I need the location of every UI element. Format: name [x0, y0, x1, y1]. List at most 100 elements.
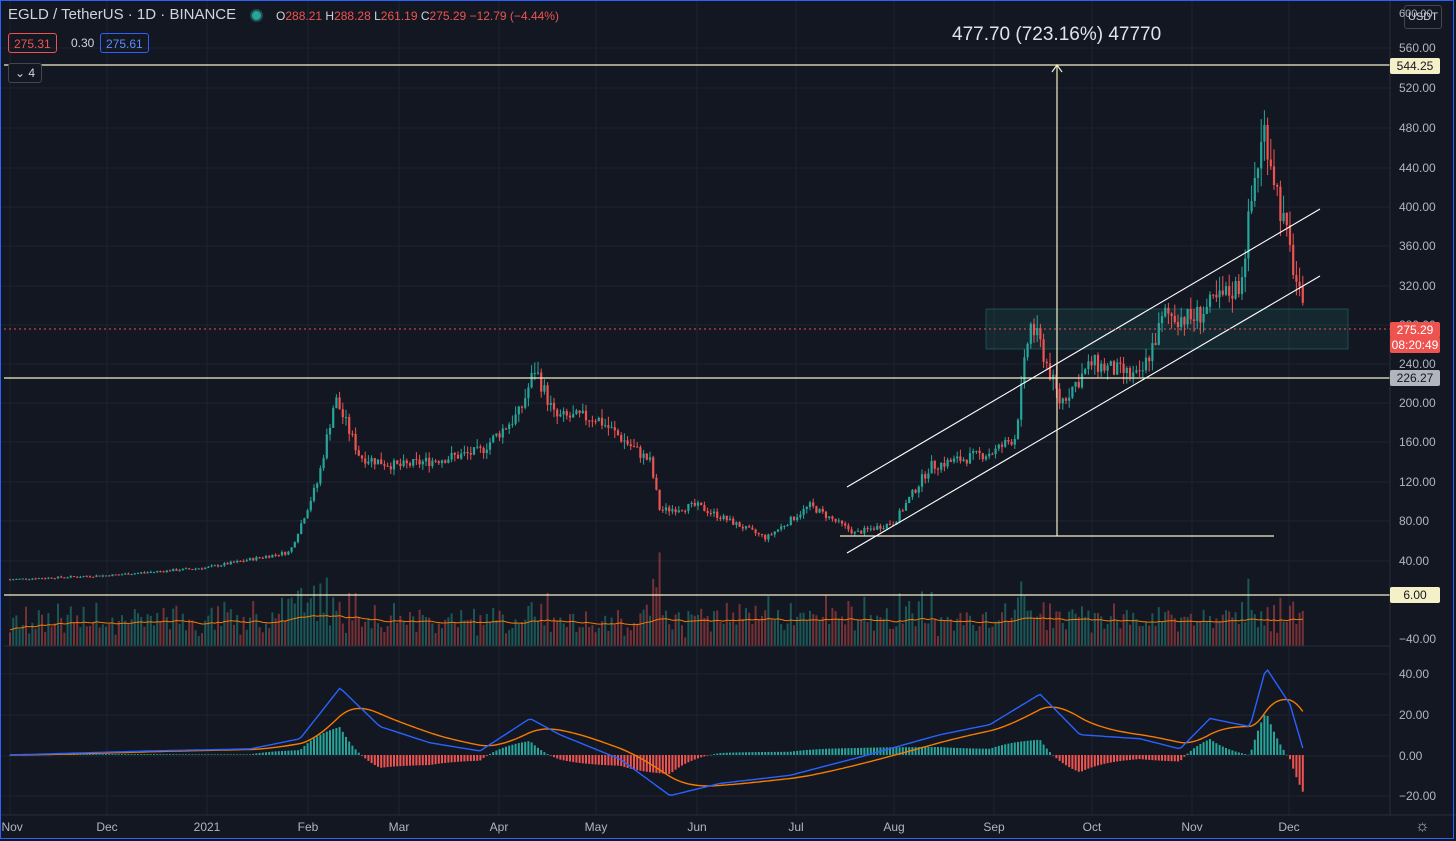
candle-body [357, 450, 360, 456]
time-tick: Nov [1181, 820, 1203, 834]
currency-button[interactable]: USDT [1404, 5, 1442, 29]
volume-bar [21, 624, 24, 646]
volume-bar [1106, 623, 1109, 646]
candle-body [354, 433, 357, 451]
settings-gear-icon[interactable]: ☼ [1415, 818, 1430, 835]
macd-hist-bar [588, 755, 591, 764]
macd-hist-bar [1292, 755, 1295, 769]
candle-body [136, 572, 140, 574]
macd-hist-bar [975, 748, 978, 755]
candle-body [191, 569, 194, 571]
buy-price-button[interactable]: 275.61 [100, 33, 149, 53]
volume-bar [1154, 625, 1157, 646]
candle-body [716, 511, 719, 518]
macd-hist-bar [210, 754, 213, 755]
volume-bar [828, 624, 831, 646]
volume-bar [1231, 617, 1234, 646]
symbol-label[interactable]: EGLD / TetherUS · 1D · BINANCE [8, 6, 237, 23]
volume-bar [329, 625, 331, 646]
candle-body [1013, 438, 1016, 445]
candle-body [168, 570, 172, 572]
price-tick: 520.00 [1399, 81, 1436, 95]
volume-bar [124, 620, 127, 646]
candle-body [261, 557, 264, 559]
candle-body [824, 511, 828, 518]
volume-bar [751, 623, 754, 646]
macd-hist-bar [815, 749, 818, 755]
volume-bar [284, 620, 287, 646]
volume-bar [1074, 613, 1077, 646]
sell-price-button[interactable]: 275.31 [8, 33, 57, 53]
high-value: 288.28 [334, 9, 371, 23]
macd-hist-bar [674, 755, 677, 770]
candle-body [40, 578, 44, 580]
volume-bar [597, 627, 600, 646]
candle-body [405, 460, 408, 464]
volume-bar [265, 623, 267, 646]
macd-hist-bar [431, 755, 434, 765]
measure-label: 477.70 (723.16%) 47770 [952, 24, 1162, 45]
volume-bar [844, 624, 847, 646]
macd-hist-bar [719, 752, 722, 755]
volume-bar [511, 627, 514, 646]
macd-hist-bar [409, 755, 411, 766]
macd-hist-bar [1186, 753, 1189, 755]
macd-hist-bar [789, 751, 792, 755]
volume-bar [117, 620, 120, 646]
volume-bar [575, 631, 578, 646]
candle-body [911, 489, 914, 498]
volume-bar [79, 627, 82, 646]
candle-body [1247, 211, 1250, 259]
channel-lower-line[interactable] [846, 275, 1321, 554]
macd-hist-bar [777, 751, 779, 755]
candle-body [460, 453, 463, 459]
volume-bar [165, 617, 168, 646]
macd-hist-bar [469, 755, 472, 762]
volume-bar [485, 613, 488, 646]
candle-body [245, 560, 248, 562]
candle-body [389, 466, 392, 470]
volume-bar [927, 623, 930, 646]
candle-body [309, 500, 312, 511]
macd-hist-bar [489, 753, 491, 755]
channel-upper-line[interactable] [846, 208, 1321, 488]
macd-hist-bar [265, 752, 267, 755]
candle-body [556, 409, 559, 417]
candle-body [914, 489, 917, 493]
volume-bar [85, 626, 88, 646]
collapse-indicators-button[interactable]: ⌄ 4 [8, 63, 42, 83]
macd-hist-bar [863, 747, 866, 755]
candle-body [543, 385, 546, 392]
candle-body [1077, 381, 1080, 388]
volume-bar [895, 626, 898, 646]
macd-hist-bar [268, 751, 271, 755]
macd-hist-bar [220, 754, 223, 755]
candle-body [124, 573, 127, 575]
volume-bar [1026, 610, 1029, 646]
volume-bar [937, 635, 939, 646]
volume-bar [201, 633, 203, 646]
symbol-title[interactable]: EGLD / TetherUS · 1D · BINANCE [8, 6, 271, 23]
candle-body [92, 576, 95, 578]
macd-hist-bar [389, 755, 392, 767]
macd-hist-bar [1237, 752, 1240, 755]
candle-body [789, 516, 792, 526]
volume-bar [153, 625, 155, 646]
volume-bar [562, 623, 565, 646]
volume-bar [732, 612, 735, 646]
volume-bar [437, 623, 440, 646]
macd-hist-bar [188, 754, 191, 755]
macd-hist-bar [748, 752, 751, 755]
volume-bar [249, 617, 251, 646]
candle-body [140, 572, 143, 574]
zone-rectangle[interactable] [985, 308, 1349, 350]
candle-body [1109, 361, 1112, 366]
macd-hist-bar [1285, 754, 1288, 756]
volume-bar [463, 620, 466, 646]
macd-hist-bar [370, 755, 373, 764]
candle-body [1042, 339, 1045, 362]
volume-bar [981, 614, 984, 646]
candle-body [264, 556, 268, 558]
macd-hist-bar [767, 751, 770, 755]
